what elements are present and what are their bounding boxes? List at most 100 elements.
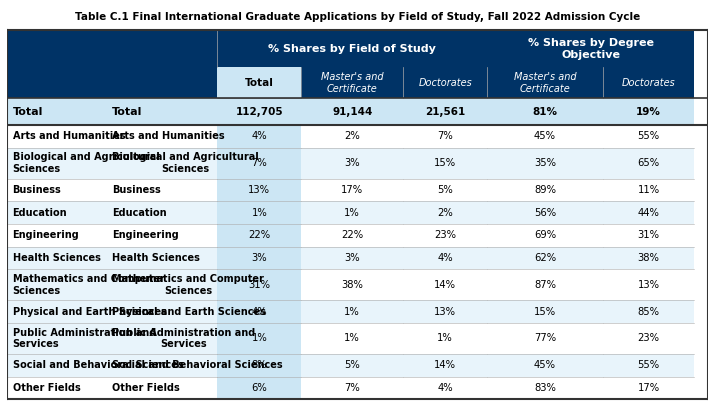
Bar (302, 224, 403, 247)
Text: 1%: 1% (345, 208, 360, 217)
Text: 81%: 81% (533, 107, 558, 117)
Bar (603, 354, 694, 376)
Bar (487, 148, 603, 178)
Text: 65%: 65% (637, 158, 659, 168)
Text: 23%: 23% (434, 230, 456, 240)
Bar (7, 269, 217, 300)
Bar (603, 300, 694, 323)
Text: 83%: 83% (534, 383, 556, 393)
Bar (403, 376, 487, 399)
Bar (603, 148, 694, 178)
Text: 21,561: 21,561 (425, 107, 465, 117)
Bar (217, 224, 302, 247)
Text: 22%: 22% (248, 230, 270, 240)
Text: 13%: 13% (434, 307, 456, 317)
Text: 15%: 15% (434, 158, 456, 168)
Text: 77%: 77% (534, 333, 556, 343)
Bar (487, 30, 694, 67)
Text: 5%: 5% (345, 360, 360, 370)
Bar (302, 201, 403, 224)
Text: 22%: 22% (341, 230, 363, 240)
Text: Master's and
Certificate: Master's and Certificate (514, 72, 576, 94)
Bar (603, 224, 694, 247)
Text: 1%: 1% (438, 333, 453, 343)
Text: 112,705: 112,705 (235, 107, 283, 117)
Text: Education: Education (112, 208, 167, 217)
Bar (603, 201, 694, 224)
Text: 14%: 14% (434, 280, 456, 290)
Bar (487, 201, 603, 224)
Text: Engineering: Engineering (112, 230, 179, 240)
Text: % Shares by Degree
Objective: % Shares by Degree Objective (528, 38, 654, 60)
Bar (302, 247, 403, 269)
Text: Total: Total (112, 107, 142, 117)
Bar (403, 300, 487, 323)
Bar (302, 178, 403, 201)
Text: 15%: 15% (534, 307, 556, 317)
Text: 4%: 4% (438, 383, 453, 393)
Text: 7%: 7% (345, 383, 360, 393)
Text: 35%: 35% (534, 158, 556, 168)
Bar (603, 323, 694, 354)
Text: 56%: 56% (534, 208, 556, 217)
Text: Education: Education (13, 208, 67, 217)
Text: 87%: 87% (534, 280, 556, 290)
Bar (217, 148, 302, 178)
Bar (302, 98, 403, 125)
Text: 1%: 1% (345, 307, 360, 317)
Bar (487, 354, 603, 376)
Bar (217, 98, 302, 125)
Text: Engineering: Engineering (13, 230, 79, 240)
Text: 11%: 11% (637, 185, 659, 195)
Bar (7, 201, 217, 224)
Text: 2%: 2% (345, 132, 360, 142)
Text: 3%: 3% (252, 253, 267, 263)
Bar (302, 376, 403, 399)
Bar (403, 125, 487, 148)
Text: 55%: 55% (637, 132, 659, 142)
Text: 4%: 4% (252, 307, 267, 317)
Text: 45%: 45% (534, 132, 556, 142)
Bar (7, 98, 217, 125)
Bar (403, 201, 487, 224)
Bar (217, 67, 302, 98)
Bar (487, 269, 603, 300)
Text: 31%: 31% (638, 230, 659, 240)
Bar (487, 125, 603, 148)
Text: 17%: 17% (637, 383, 659, 393)
Bar (487, 67, 603, 98)
Text: 5%: 5% (438, 185, 453, 195)
Bar (403, 178, 487, 201)
Text: 6%: 6% (252, 383, 267, 393)
Bar (302, 354, 403, 376)
Text: 2%: 2% (438, 208, 453, 217)
Text: 7%: 7% (252, 158, 267, 168)
Text: 62%: 62% (534, 253, 556, 263)
Text: Health Sciences: Health Sciences (13, 253, 100, 263)
Text: Business: Business (13, 185, 61, 195)
Bar (217, 323, 302, 354)
Text: 4%: 4% (438, 253, 453, 263)
Bar (403, 148, 487, 178)
Bar (217, 201, 302, 224)
Text: Table C.1 Final International Graduate Applications by Field of Study, Fall 2022: Table C.1 Final International Graduate A… (75, 12, 640, 22)
Text: Social and Behavioral Sciences: Social and Behavioral Sciences (112, 360, 282, 370)
Bar (7, 67, 217, 98)
Text: Arts and Humanities: Arts and Humanities (112, 132, 225, 142)
Bar (403, 269, 487, 300)
Bar (603, 98, 694, 125)
Bar (487, 247, 603, 269)
Text: Total: Total (13, 107, 43, 117)
Bar (7, 323, 217, 354)
Bar (403, 323, 487, 354)
Text: Physical and Earth Sciences: Physical and Earth Sciences (112, 307, 266, 317)
Text: 89%: 89% (534, 185, 556, 195)
Bar (217, 269, 302, 300)
Text: Doctorates: Doctorates (621, 78, 676, 88)
Bar (487, 376, 603, 399)
Text: Social and Behavioral Sciences: Social and Behavioral Sciences (13, 360, 183, 370)
Bar (7, 247, 217, 269)
Text: Mathematics and Computer
Sciences: Mathematics and Computer Sciences (13, 274, 164, 295)
Text: Mathematics and Computer
Sciences: Mathematics and Computer Sciences (112, 274, 264, 295)
Bar (7, 30, 217, 67)
